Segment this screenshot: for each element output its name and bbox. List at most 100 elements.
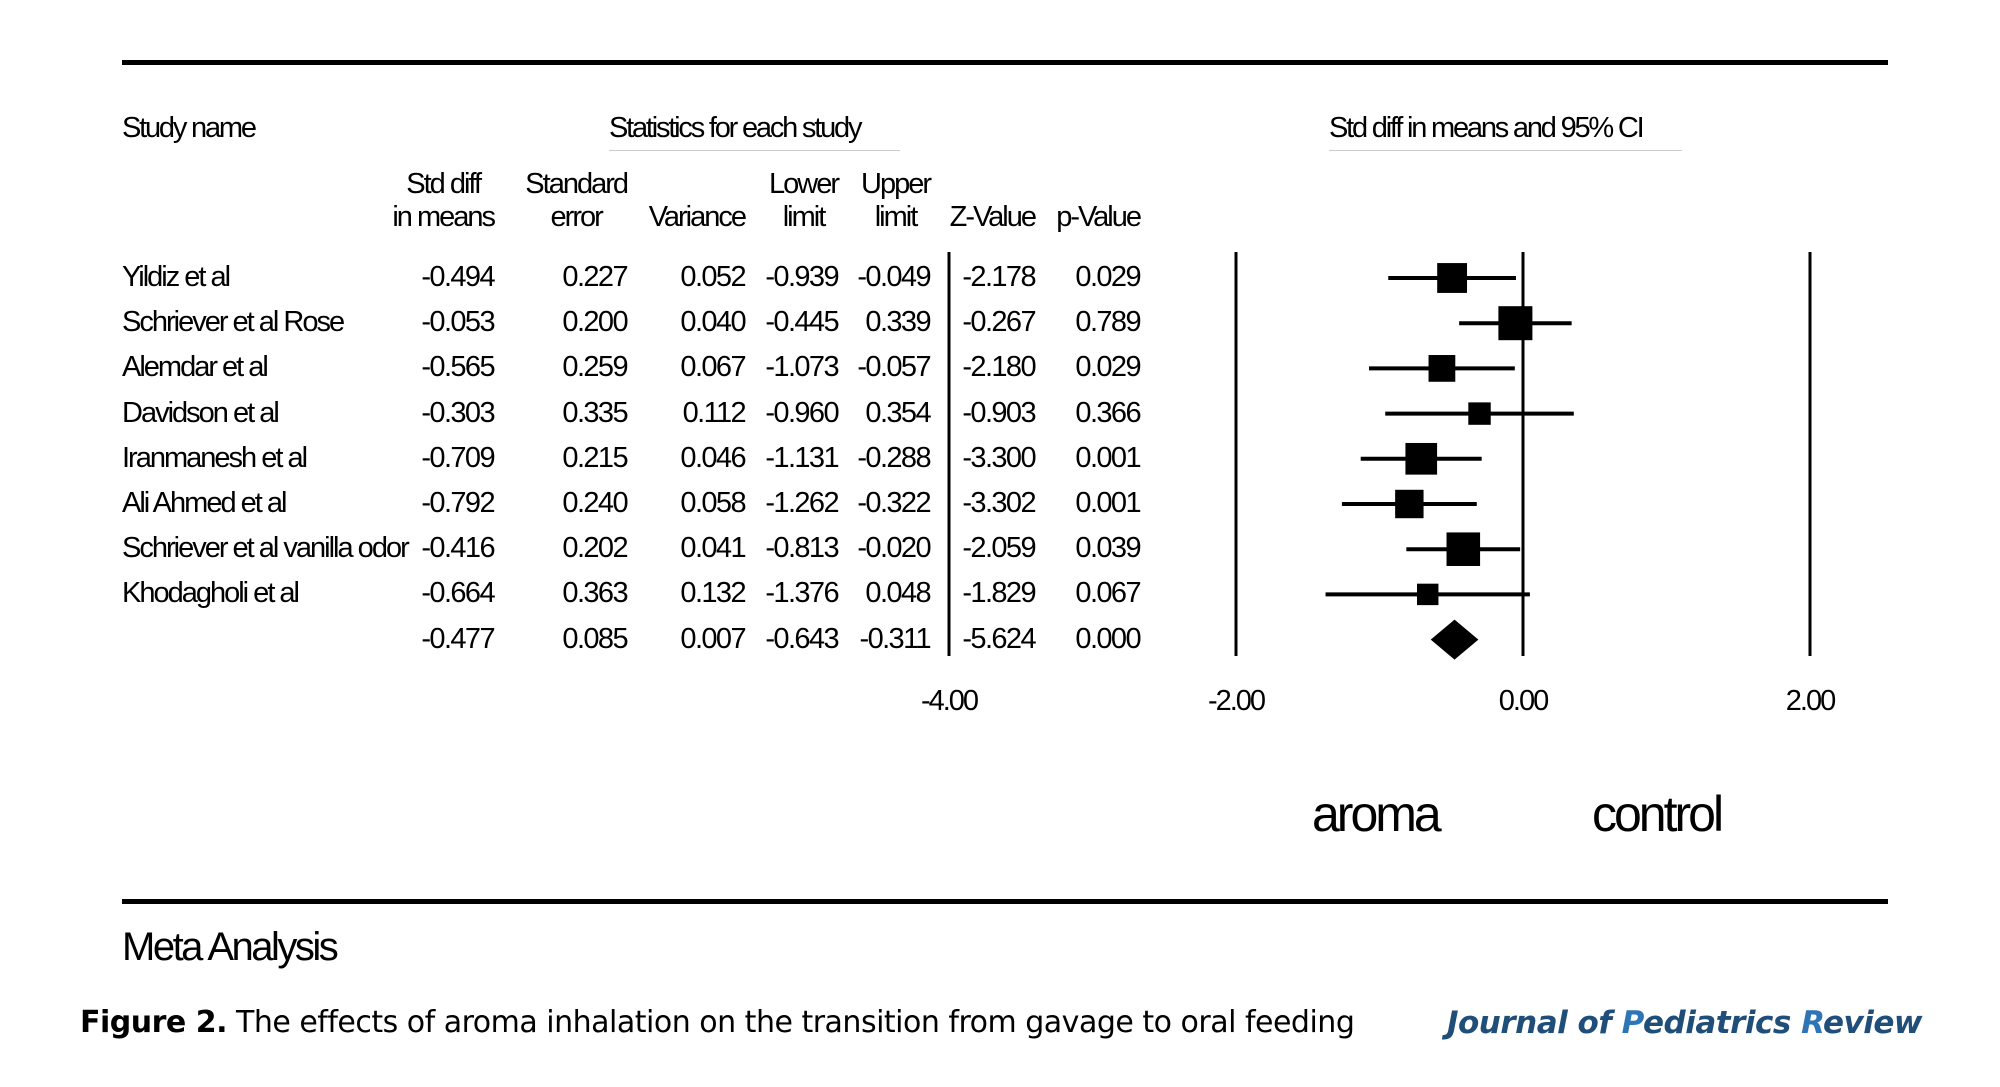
study-point bbox=[1468, 402, 1491, 425]
journal-name: Journal of Pediatrics Review bbox=[1446, 1005, 1923, 1041]
table-cell: -0.664 bbox=[421, 577, 495, 610]
table-cell: 0.339 bbox=[865, 306, 931, 339]
x-tick-label: -2.00 bbox=[1208, 685, 1265, 717]
table-cell: 0.000 bbox=[1075, 622, 1141, 655]
column-header-line2: Variance bbox=[648, 201, 747, 233]
table-cell: 0.354 bbox=[865, 396, 931, 429]
table-cell: 0.789 bbox=[1075, 306, 1141, 339]
table-cell: 0.085 bbox=[562, 622, 628, 655]
table-cell: 0.067 bbox=[680, 351, 746, 384]
table-cell: 0.029 bbox=[1075, 261, 1141, 293]
top-rule bbox=[122, 60, 1888, 65]
favours-aroma-label: aroma bbox=[1312, 786, 1442, 842]
table-cell: -0.049 bbox=[857, 261, 931, 293]
table-cell: -0.960 bbox=[765, 396, 839, 429]
table-cell: -0.416 bbox=[421, 532, 495, 565]
table-cell: -0.322 bbox=[857, 487, 931, 519]
figure-caption: Figure 2. The effects of aroma inhalatio… bbox=[80, 1005, 1355, 1040]
table-cell: -1.073 bbox=[765, 351, 839, 384]
table-cell: 0.259 bbox=[562, 351, 628, 384]
table-cell: 0.067 bbox=[1075, 577, 1141, 610]
table-cell: 0.046 bbox=[680, 441, 746, 474]
table-cell: -3.302 bbox=[962, 487, 1036, 519]
table-cell: -5.624 bbox=[962, 622, 1036, 655]
column-header-line2: limit bbox=[874, 201, 919, 233]
column-header: Standard error bbox=[525, 168, 629, 234]
column-header-line2: p-Value bbox=[1056, 201, 1142, 233]
table-cell: -3.300 bbox=[962, 441, 1036, 474]
table-cell: -0.053 bbox=[421, 306, 495, 339]
table-cell: 0.227 bbox=[562, 261, 628, 293]
statistics-header: Statistics for each study bbox=[609, 112, 901, 151]
table-cell: 0.039 bbox=[1075, 532, 1141, 565]
table-cell: -1.131 bbox=[765, 441, 839, 474]
column-header-line1: Std diff bbox=[406, 168, 482, 200]
study-point bbox=[1437, 263, 1468, 293]
table-cell: -0.903 bbox=[962, 396, 1036, 429]
column-header: p-Value bbox=[1056, 168, 1142, 234]
table-cell: 0.366 bbox=[1075, 396, 1141, 429]
table-cell: -0.303 bbox=[421, 396, 495, 429]
table-cell: 0.041 bbox=[680, 532, 746, 565]
table-cell: 0.363 bbox=[562, 577, 628, 610]
table-cell: -2.059 bbox=[962, 532, 1036, 565]
column-header: Std diff in means bbox=[392, 168, 496, 234]
study-name: Khodagholi et al bbox=[122, 577, 300, 610]
study-point bbox=[1405, 442, 1438, 475]
study-name: Schriever et al vanilla odor bbox=[122, 532, 410, 565]
study-point bbox=[1428, 355, 1456, 382]
study-point bbox=[1416, 583, 1439, 606]
caption-label: Figure 2. bbox=[80, 1005, 227, 1040]
x-tick-label: 2.00 bbox=[1786, 685, 1835, 717]
table-cell: 0.202 bbox=[562, 532, 628, 565]
study-name: Ali Ahmed et al bbox=[122, 487, 287, 519]
ci-header: Std diff in means and 95% CI bbox=[1329, 112, 1683, 151]
column-header: Variance bbox=[648, 168, 747, 234]
table-cell: 0.052 bbox=[680, 261, 746, 293]
column-header-line2: Z-Value bbox=[949, 201, 1037, 233]
column-header-line2: error bbox=[550, 201, 604, 233]
table-cell: 0.058 bbox=[680, 487, 746, 519]
section-title: Meta Analysis bbox=[122, 925, 339, 969]
table-cell: 0.215 bbox=[562, 441, 628, 474]
study-point bbox=[1498, 306, 1533, 341]
table-cell: -0.939 bbox=[765, 261, 839, 293]
table-cell: -0.288 bbox=[857, 441, 931, 474]
study-point bbox=[1446, 532, 1481, 566]
table-cell: 0.132 bbox=[680, 577, 746, 610]
caption-text: The effects of aroma inhalation on the t… bbox=[226, 1005, 1355, 1040]
table-cell: -0.445 bbox=[765, 306, 839, 339]
study-name: Schriever et al Rose bbox=[122, 306, 345, 339]
column-header: Z-Value bbox=[949, 168, 1037, 234]
table-cell: -0.020 bbox=[857, 532, 931, 565]
table-cell: 0.200 bbox=[562, 306, 628, 339]
summary-diamond bbox=[1430, 619, 1479, 660]
table-cell: 0.007 bbox=[680, 622, 746, 655]
column-header-line2: limit bbox=[782, 201, 827, 233]
favours-control-label: control bbox=[1592, 786, 1724, 842]
table-cell: -1.262 bbox=[765, 487, 839, 519]
table-cell: 0.048 bbox=[865, 577, 931, 610]
study-name-header: Study name bbox=[122, 112, 257, 144]
table-cell: 0.240 bbox=[562, 487, 628, 519]
study-name: Iranmanesh et al bbox=[122, 441, 308, 474]
table-cell: -0.477 bbox=[421, 622, 495, 655]
column-header-line1: Upper bbox=[861, 168, 932, 200]
table-cell: -1.376 bbox=[765, 577, 839, 610]
study-name: Yildiz et al bbox=[122, 261, 231, 293]
table-cell: -0.494 bbox=[421, 261, 495, 293]
column-header-line2: in means bbox=[392, 201, 496, 233]
study-name: Davidson et al bbox=[122, 396, 280, 429]
x-tick-label: -4.00 bbox=[921, 685, 978, 717]
table-cell: -0.267 bbox=[962, 306, 1036, 339]
table-cell: -0.565 bbox=[421, 351, 495, 384]
study-name: Alemdar et al bbox=[122, 351, 269, 384]
column-header-line1: Lower bbox=[769, 168, 840, 200]
table-cell: 0.335 bbox=[562, 396, 628, 429]
table-cell: -0.709 bbox=[421, 441, 495, 474]
study-point bbox=[1395, 489, 1424, 519]
table-cell: 0.112 bbox=[682, 396, 747, 429]
table-cell: -0.643 bbox=[765, 622, 839, 655]
table-cell: 0.001 bbox=[1075, 441, 1141, 474]
